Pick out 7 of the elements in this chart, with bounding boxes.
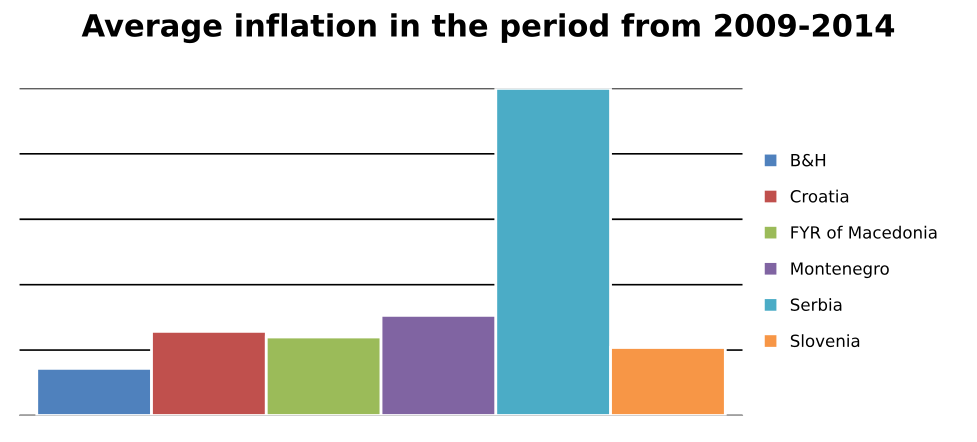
legend-label: Croatia	[790, 190, 848, 203]
legend-label: Montenegro	[791, 262, 889, 278]
legend-label: Serbia	[790, 298, 842, 311]
chart-title: Average inflation in the period from 2009-2014	[82, 13, 894, 44]
legend-label: FYR of Macedonia	[791, 226, 936, 239]
legend-label: Slovenia	[790, 334, 860, 348]
legend-label: B&H	[791, 154, 826, 166]
